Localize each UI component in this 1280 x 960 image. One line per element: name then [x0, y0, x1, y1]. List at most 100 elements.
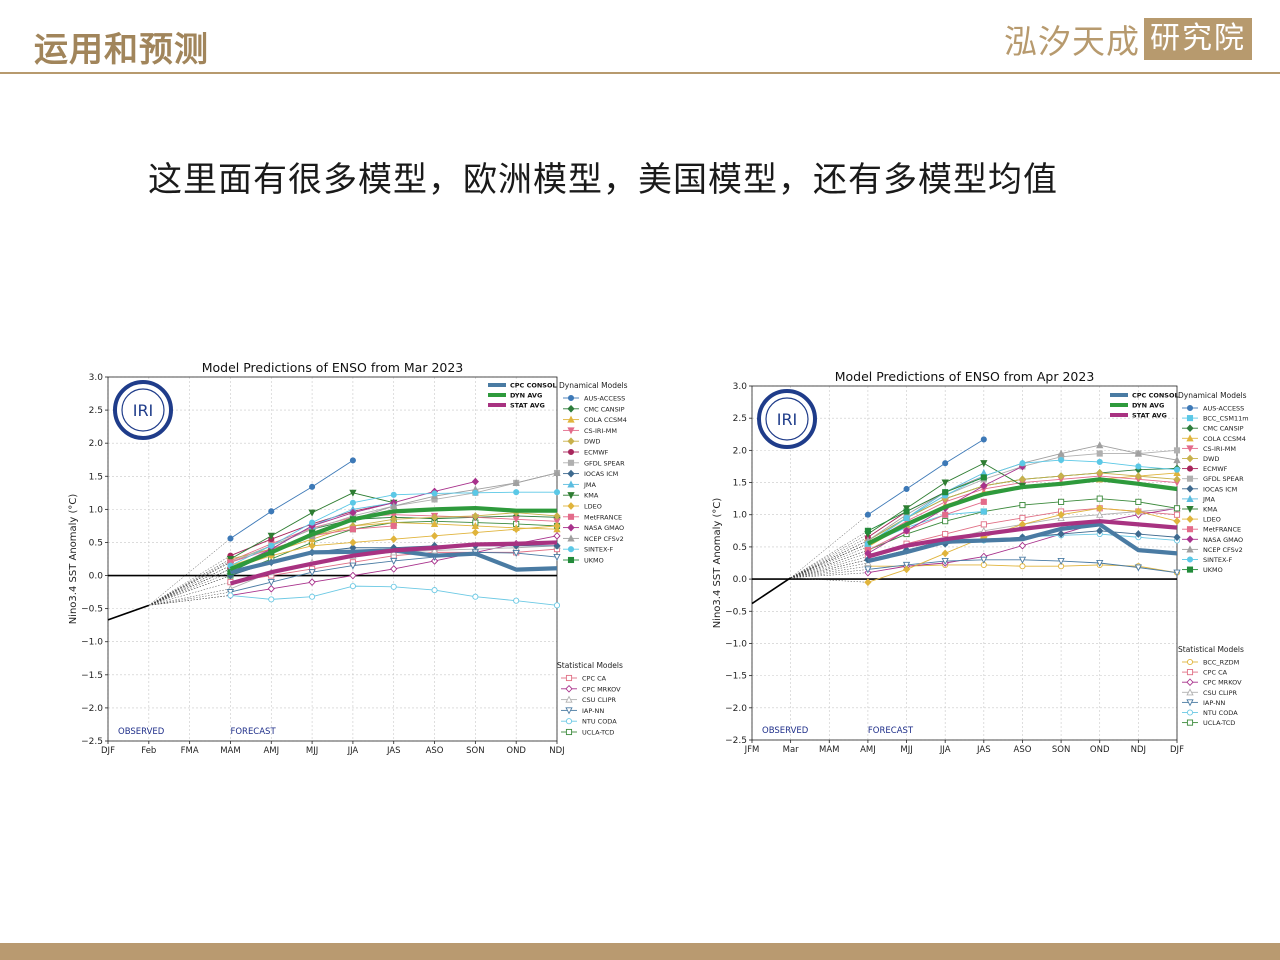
dynamical-point-dwd	[1018, 475, 1027, 484]
legend-marker	[1186, 465, 1194, 472]
projection-line	[790, 556, 868, 579]
dynamical-point-aus-access	[903, 485, 910, 493]
statistical-point-iap-nn	[349, 562, 357, 570]
dynamical-point-ncep-cfsv2	[1057, 449, 1065, 457]
dynamical-line-metfrance	[867, 501, 984, 551]
statistical-point-cpc-ca	[980, 521, 987, 528]
legend-statistical: Statistical Models BCC_RZDM CPC CA CPC MRKO…	[1178, 645, 1244, 727]
legend-label: IOCAS ICM	[1203, 485, 1237, 493]
projection-line	[148, 572, 231, 606]
plot-frame	[751, 385, 1178, 741]
dynamical-series-aus-access	[227, 457, 356, 542]
projection-line	[790, 540, 869, 579]
legend-label: CMC CANSIP	[1203, 425, 1244, 433]
average-series-dyn-avg	[229, 505, 557, 571]
legend-marker	[1186, 404, 1194, 412]
projection-line	[790, 569, 868, 579]
x-tick-label: ASO	[1014, 745, 1032, 755]
brand-logo-text: 泓汐天成	[1004, 22, 1140, 61]
legend-label: KMA	[1203, 506, 1218, 514]
statistical-point-iap-nn	[1134, 564, 1143, 572]
dynamical-point-ldeo	[864, 578, 872, 587]
projection-line	[148, 538, 231, 606]
legend-label: JMA	[583, 481, 597, 489]
dynamical-point-ldeo	[430, 531, 439, 540]
legend-marker	[1186, 709, 1194, 716]
y-tick-label: −1.0	[81, 638, 103, 648]
legend-marker	[1186, 484, 1194, 493]
dynamical-point-ldeo	[1134, 507, 1142, 516]
dynamical-point-iocas-icm	[1096, 526, 1104, 535]
dynamical-series-sintex-f	[227, 489, 561, 569]
statistical-point-cpc-mrkov	[267, 584, 275, 593]
legend-label: CSU CLIPR	[582, 696, 616, 704]
projection-line	[790, 537, 869, 579]
statistical-point-iap-nn	[512, 549, 520, 558]
projection-line	[790, 577, 868, 583]
projection-line	[148, 565, 231, 606]
statistical-point-ntu-coda	[309, 593, 316, 600]
dynamical-point-ncep-cfsv2	[1096, 441, 1104, 449]
x-tick-label: MAM	[819, 745, 839, 755]
legend-label: KMA	[584, 492, 599, 500]
legend-label: NASA GMAO	[584, 524, 624, 532]
dynamical-point-nasa-gmao	[471, 477, 479, 486]
legend-averages: CPC CONSOL DYN AVG STAT AVG	[1110, 392, 1179, 420]
legend-marker	[1186, 475, 1194, 482]
x-tick-label: Mar	[783, 745, 800, 755]
projection-line	[790, 546, 869, 579]
average-line-cpc-consol	[867, 522, 1178, 564]
statistical-point-iap-nn	[308, 569, 316, 577]
dynamical-point-ldeo	[1173, 517, 1181, 526]
dynamical-point-sintex-f	[431, 490, 438, 497]
legend-label: SINTEX-F	[1203, 556, 1232, 564]
y-tick-label: 0.5	[89, 538, 103, 548]
statistical-point-iap-nn	[553, 553, 561, 561]
dynamical-point-iocas-icm	[1057, 530, 1065, 538]
dynamical-point-ncep-cfsv2	[1173, 456, 1181, 464]
statistical-point-iap-nn	[902, 561, 911, 569]
legend-label: CS-IRI-MM	[1203, 445, 1236, 453]
y-tick-label: −0.5	[725, 607, 747, 617]
legend-marker	[1186, 526, 1194, 533]
y-tick-label: 1.0	[733, 511, 748, 521]
dynamical-point-sintex-f	[903, 514, 910, 521]
average-series-dyn-avg	[866, 477, 1178, 546]
dynamical-point-dwd	[1057, 472, 1065, 480]
forecast-label: FORECAST	[230, 727, 276, 737]
y-tick-label: −2.0	[725, 704, 747, 714]
statistical-point-iap-nn	[864, 566, 872, 574]
y-tick-label: 0.0	[89, 572, 104, 582]
legend-marker	[567, 448, 575, 456]
average-line-stat-avg	[867, 519, 1178, 559]
legend-marker	[1186, 566, 1194, 573]
dynamical-point-aus-access	[942, 460, 949, 467]
x-tick-label: Feb	[141, 746, 156, 756]
dynamical-point-dwd	[1173, 475, 1181, 484]
dynamical-point-aus-access	[980, 436, 987, 443]
legend-title: Statistical Models	[557, 661, 623, 670]
legend-marker	[567, 480, 575, 488]
legend-marker	[567, 502, 575, 510]
legend-label: CPC CA	[1203, 669, 1228, 677]
dynamical-series-aus-access	[864, 436, 987, 518]
legend-marker	[567, 492, 575, 500]
statistical-point-cpc-mrkov	[349, 571, 357, 580]
enso-chart-apr: Model Predictions of ENSO from Apr 2023 −…	[706, 366, 1280, 770]
projection-line	[790, 572, 868, 579]
y-tick-label: −2.5	[81, 737, 103, 747]
dynamical-point-metfrance	[390, 522, 397, 529]
x-tick-label: DJF	[1170, 745, 1184, 755]
dynamical-point-cola-ccsm4	[430, 519, 439, 527]
legend-label: CPC CA	[582, 675, 607, 683]
y-tick-label: −2.5	[725, 736, 747, 746]
legend-label: CMC CANSIP	[584, 405, 625, 413]
dynamical-point-ncep-cfsv2	[512, 478, 520, 486]
statistical-point-cpc-mrkov	[390, 565, 398, 573]
dynamical-point-sintex-f	[1058, 456, 1065, 464]
legend-label: DWD	[1203, 455, 1219, 463]
dynamical-point-cs-iri-mm	[512, 516, 520, 524]
legend-title: Dynamical Models	[1178, 391, 1247, 400]
legend-label: ECMWF	[584, 449, 609, 457]
legend-marker	[1186, 535, 1194, 544]
